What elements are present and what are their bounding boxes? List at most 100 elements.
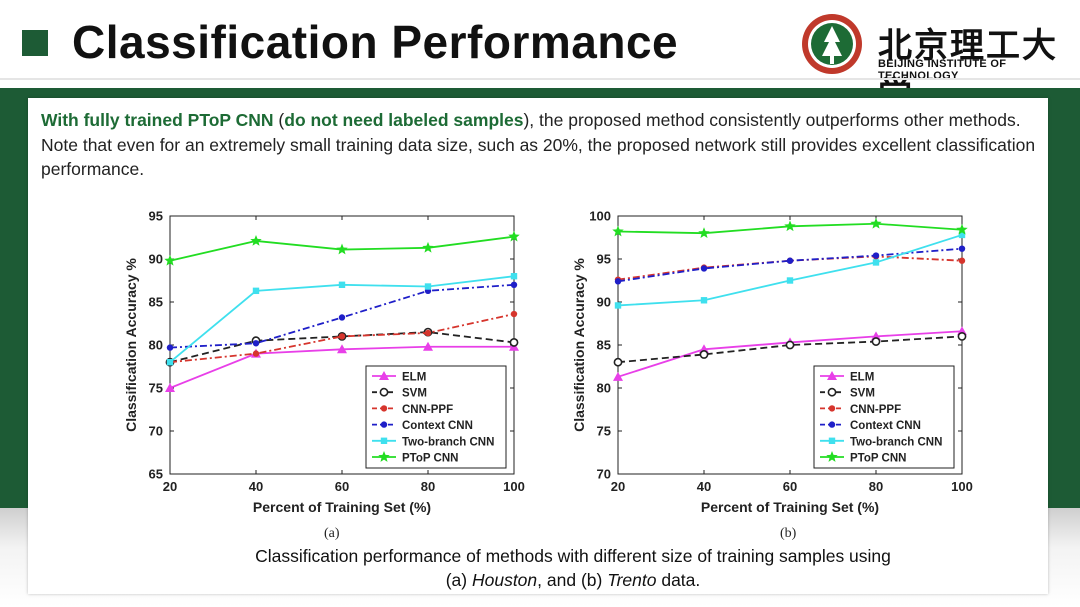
series-ptop-cnn <box>164 230 520 266</box>
figure-caption: Classification performance of methods wi… <box>28 544 1080 592</box>
data-point-context-cnn <box>338 314 346 321</box>
caption-pre: (a) <box>445 570 472 590</box>
data-point-two-branch-cnn <box>252 287 260 295</box>
intro-paragraph: With fully trained PToP CNN (do not need… <box>41 108 1041 182</box>
data-point-two-branch-cnn <box>700 297 708 304</box>
slide-title: Classification Performance <box>72 16 679 68</box>
data-point-context-cnn <box>166 344 174 351</box>
legend-label-ptop-cnn: PToP CNN <box>850 453 906 465</box>
data-point-context-cnn <box>786 257 794 264</box>
legend-marker-ptop-cnn <box>826 451 838 462</box>
legend-marker-svm <box>379 387 389 397</box>
data-point-two-branch-cnn <box>958 231 966 239</box>
chart-legend: ELM SVM CNN-PPF Context CNN Two-branch CNN PT… <box>365 365 507 469</box>
chart-houston: 65 70 75 80 85 90 95 20 40 60 80 100 Percent of Trai… <box>123 209 525 516</box>
caption-dataset-1: Houston <box>471 570 538 590</box>
data-point-cnn-ppf <box>958 257 966 264</box>
x-tick-label: 20 <box>611 479 625 494</box>
data-point-context-cnn <box>872 252 880 259</box>
y-axis-label: Classification Accuracy % <box>123 258 139 432</box>
data-point-svm <box>613 357 623 367</box>
caption-line-1: Classification performance of methods wi… <box>255 546 891 566</box>
x-tick-label: 100 <box>503 479 525 494</box>
series-line-svm <box>617 335 963 364</box>
data-point-ptop-cnn <box>164 254 176 266</box>
legend-label-cnn-ppf: CNN-PPF <box>850 404 901 416</box>
x-tick-label: 20 <box>163 479 177 494</box>
data-point-svm <box>699 350 709 359</box>
legend-marker-svm <box>827 387 837 397</box>
legend-marker-cnn-ppf <box>380 405 388 412</box>
legend-box <box>813 365 955 469</box>
data-point-cnn-ppf <box>252 350 260 357</box>
legend-label-svm: SVM <box>850 388 875 400</box>
x-tick-label: 60 <box>783 479 797 494</box>
y-tick-label: 80 <box>597 381 611 396</box>
intro-highlight-1: With fully trained PToP CNN <box>41 110 274 130</box>
data-point-ptop-cnn <box>956 223 968 235</box>
data-point-two-branch-cnn <box>510 273 518 280</box>
legend-box <box>365 365 507 469</box>
header-divider <box>0 78 1080 80</box>
data-point-cnn-ppf <box>510 310 518 318</box>
x-tick-label: 100 <box>951 479 973 494</box>
data-point-context-cnn <box>252 340 260 347</box>
data-point-ptop-cnn <box>698 227 710 239</box>
legend-marker-cnn-ppf <box>828 405 836 412</box>
y-tick-label: 100 <box>589 209 611 224</box>
university-seal-logo <box>802 14 862 74</box>
legend-label-elm: ELM <box>402 372 426 384</box>
data-point-ptop-cnn <box>508 230 520 242</box>
y-tick-label: 75 <box>597 424 611 439</box>
intro-highlight-2: do not need labeled samples <box>284 110 524 130</box>
series-svm <box>613 331 967 367</box>
y-tick-label: 80 <box>149 338 163 353</box>
x-tick-label: 80 <box>421 479 435 494</box>
series-line-svm <box>169 331 515 364</box>
x-tick-label: 40 <box>249 479 263 494</box>
data-point-ptop-cnn <box>336 243 348 255</box>
data-point-ptop-cnn <box>422 241 434 253</box>
intro-text-2: ), the proposed method consistently outp… <box>41 110 1036 179</box>
legend-label-cnn-ppf: CNN-PPF <box>402 404 453 416</box>
legend-marker-two-branch-cnn <box>828 437 836 444</box>
y-tick-label: 70 <box>597 467 611 482</box>
data-point-elm <box>613 371 623 381</box>
data-point-svm <box>785 340 795 350</box>
chart-b-label: (b) <box>780 526 797 541</box>
series-line-cnn-ppf <box>617 255 963 281</box>
y-tick-label: 90 <box>597 295 611 310</box>
content-card: With fully trained PToP CNN (do not need… <box>28 98 1048 594</box>
data-point-two-branch-cnn <box>166 359 174 366</box>
y-tick-label: 70 <box>149 424 163 439</box>
data-point-two-branch-cnn <box>786 277 794 284</box>
data-point-cnn-ppf <box>338 333 346 340</box>
caption-post: data. <box>656 570 701 590</box>
data-point-two-branch-cnn <box>338 281 346 288</box>
legend-marker-elm <box>827 371 837 380</box>
legend-label-context-cnn: Context CNN <box>402 420 473 432</box>
legend-label-svm: SVM <box>402 388 427 400</box>
data-point-two-branch-cnn <box>424 283 432 290</box>
x-axis-label: Percent of Training Set (%) <box>701 499 879 515</box>
legend-marker-context-cnn <box>828 421 836 428</box>
data-point-ptop-cnn <box>784 220 796 232</box>
legend-marker-two-branch-cnn <box>380 437 388 444</box>
y-tick-label: 90 <box>149 252 163 267</box>
chart-legend: ELM SVM CNN-PPF Context CNN Two-branch CNN PT… <box>813 365 955 469</box>
data-point-context-cnn <box>958 245 966 252</box>
data-point-elm <box>337 344 347 354</box>
data-point-context-cnn <box>700 265 708 272</box>
data-point-ptop-cnn <box>612 225 624 237</box>
x-axis-label: Percent of Training Set (%) <box>253 499 431 515</box>
data-point-context-cnn <box>614 278 622 285</box>
legend-label-context-cnn: Context CNN <box>850 420 921 432</box>
legend-marker-ptop-cnn <box>378 451 390 462</box>
data-point-cnn-ppf <box>424 329 432 337</box>
data-point-svm <box>957 331 967 341</box>
x-tick-label: 80 <box>869 479 883 494</box>
series-ptop-cnn <box>612 217 968 239</box>
y-tick-label: 85 <box>149 295 163 310</box>
data-point-elm <box>165 383 175 392</box>
data-point-elm <box>423 341 433 351</box>
